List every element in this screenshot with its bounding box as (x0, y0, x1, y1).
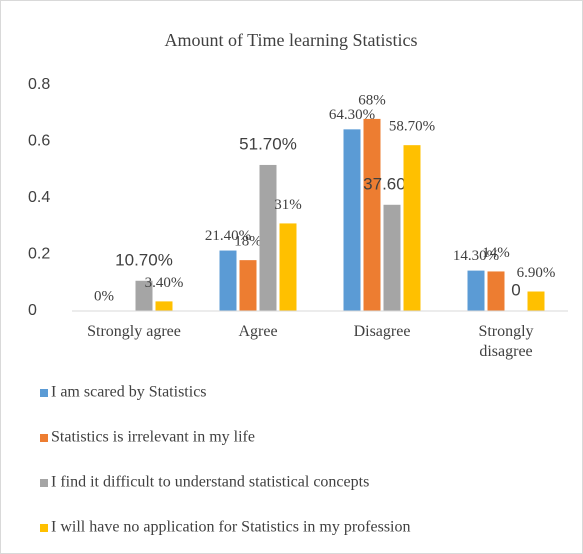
data-label: 10.70% (115, 250, 173, 269)
data-label: 14% (482, 245, 510, 261)
x-tick-label: Strongly disagree (478, 323, 534, 360)
data-label: 6.90% (517, 265, 556, 281)
x-tick-label: Strongly agree (87, 323, 181, 340)
chart-title: Amount of Time learning Statistics (164, 30, 417, 50)
data-label: 64.30% (329, 107, 375, 123)
data-label: 18% (234, 234, 262, 250)
bar (155, 301, 173, 311)
bar (239, 260, 257, 311)
data-label: 3.40% (145, 275, 184, 291)
y-tick-label: 0 (28, 302, 37, 319)
data-label: 21.40% (205, 228, 251, 244)
legend-label: I will have no application for Statistic… (51, 519, 411, 536)
bar (279, 223, 297, 311)
data-label: 68% (358, 92, 386, 108)
data-label: 14.30% (453, 248, 499, 264)
data-label: 51.70% (239, 134, 297, 153)
bar (383, 204, 401, 311)
bar (343, 129, 361, 311)
y-tick-label: 0.6 (28, 133, 50, 150)
x-tick-label: Disagree (353, 323, 411, 340)
data-label: 0 (511, 280, 520, 299)
bar (219, 250, 237, 311)
legend-label: I am scared by Statistics (51, 384, 207, 401)
data-label: 58.70% (389, 119, 435, 135)
data-label: 31% (274, 197, 302, 213)
y-tick-label: 0.2 (28, 246, 50, 263)
legend-swatch (40, 389, 48, 397)
bar (403, 145, 421, 311)
legend-label: Statistics is irrelevant in my life (51, 429, 255, 446)
legend-swatch (40, 479, 48, 487)
y-tick-label: 0.8 (28, 76, 50, 93)
bar (527, 291, 545, 311)
legend-swatch (40, 434, 48, 442)
bar (363, 118, 381, 312)
bar (467, 270, 485, 311)
bar (487, 271, 505, 311)
legend-label: I find it difficult to understand statis… (51, 474, 369, 491)
y-tick-label: 0.4 (28, 189, 50, 206)
bar (259, 164, 277, 311)
data-label: 0% (94, 288, 114, 304)
x-tick-label: Agree (238, 323, 278, 340)
bar (135, 280, 153, 311)
legend-swatch (40, 524, 48, 532)
